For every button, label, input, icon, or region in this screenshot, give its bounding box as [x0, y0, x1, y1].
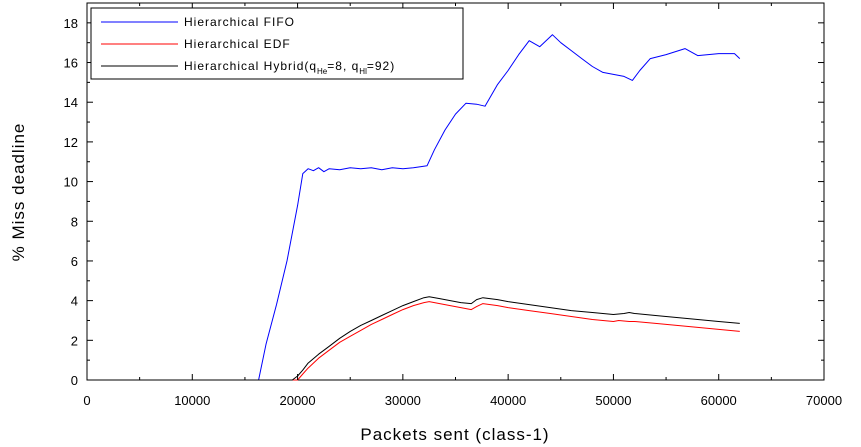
legend-label-edf: Hierarchical EDF: [184, 37, 291, 51]
x-tick-label: 0: [83, 393, 90, 408]
y-tick-label: 4: [71, 294, 78, 309]
y-tick-label: 16: [64, 56, 78, 71]
series-line-fifo: [87, 34, 741, 381]
series-line-hybrid: [87, 296, 740, 381]
legend-label-hybrid: Hierarchical Hybrid(qHe=8, qHl=92): [184, 59, 395, 76]
y-tick-label: 14: [64, 95, 78, 110]
x-tick-label: 30000: [385, 393, 421, 408]
x-tick-label: 20000: [279, 393, 315, 408]
legend-label-fifo: Hierarchical FIFO: [184, 15, 295, 29]
y-tick-label: 10: [64, 175, 78, 190]
x-tick-label: 70000: [806, 393, 842, 408]
x-tick-label: 60000: [701, 393, 737, 408]
tick-layer: 0 10000 20000 30000 40000 50000 60000 70000 0 2 4 6…: [64, 2, 842, 408]
x-tick-label: 50000: [595, 393, 631, 408]
series-layer: [87, 34, 741, 381]
legend: Hierarchical FIFO Hierarchical EDF Hiera…: [90, 7, 464, 80]
x-tick-label: 10000: [174, 393, 210, 408]
y-tick-label: 2: [71, 333, 78, 348]
x-tick-label: 40000: [490, 393, 526, 408]
y-tick-label: 12: [64, 135, 78, 150]
legend-hybrid-sub2: Hl: [359, 67, 367, 76]
legend-hybrid-end: =92): [367, 59, 395, 73]
y-tick-label: 8: [71, 214, 78, 229]
y-tick-label: 18: [64, 16, 78, 31]
x-axis-label: Packets sent (class-1): [360, 425, 549, 444]
y-tick-label: 0: [71, 373, 78, 388]
y-axis-label: % Miss deadline: [9, 123, 28, 262]
legend-hybrid-main: Hierarchical Hybrid(q: [184, 59, 317, 73]
legend-hybrid-sub1: He: [317, 67, 328, 76]
legend-hybrid-mid: =8, q: [327, 59, 359, 73]
series-line-edf: [87, 301, 740, 381]
y-tick-label: 6: [71, 254, 78, 269]
